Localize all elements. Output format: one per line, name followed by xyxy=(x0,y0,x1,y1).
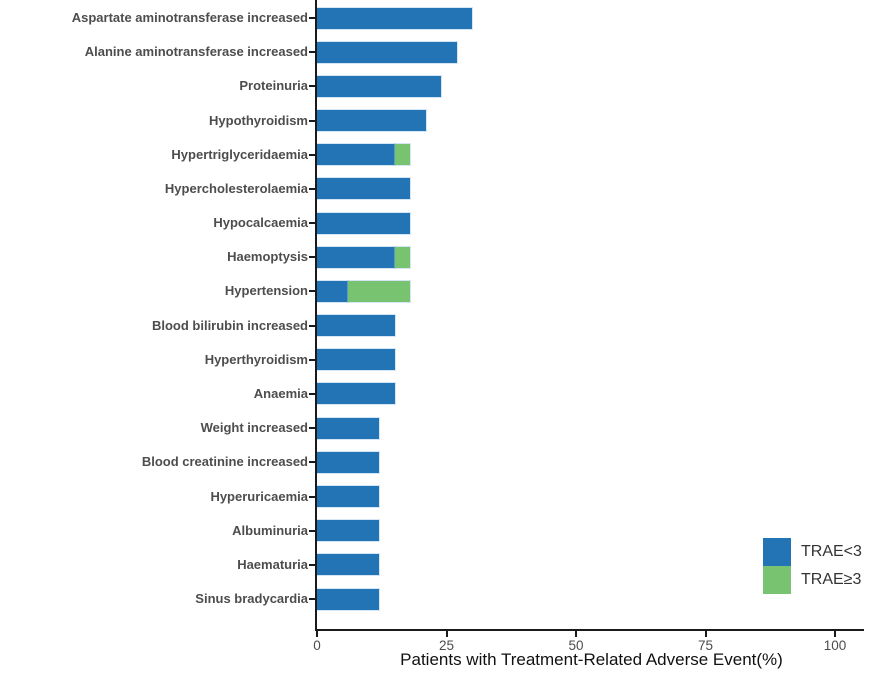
category-label: Weight increased xyxy=(200,420,308,436)
category-label: Alanine aminotransferase increased xyxy=(84,44,308,60)
bar-segment-trae-lt3 xyxy=(317,554,380,576)
category-label: Hyperuricaemia xyxy=(210,488,308,504)
category-label: Proteinuria xyxy=(239,78,308,94)
legend-swatch-trae-ge3 xyxy=(763,566,791,594)
y-axis-tick xyxy=(309,222,316,225)
y-axis-tick xyxy=(309,153,316,156)
y-axis-tick xyxy=(309,17,316,19)
x-axis-tick xyxy=(704,630,707,637)
y-axis-tick xyxy=(309,563,316,566)
x-axis-tick-label: 100 xyxy=(823,638,847,653)
x-axis-tick xyxy=(445,630,448,637)
y-axis-tick xyxy=(309,358,316,361)
y-axis-tick xyxy=(309,461,316,464)
bar-segment-trae-lt3 xyxy=(317,178,411,200)
y-axis-tick xyxy=(309,392,316,395)
bar-segment-trae-lt3 xyxy=(317,417,380,439)
category-label: Hypocalcaemia xyxy=(213,215,308,231)
y-axis-tick xyxy=(309,187,316,190)
bar-segment-trae-lt3 xyxy=(317,75,442,97)
y-axis-tick xyxy=(309,290,316,293)
category-label: Hypertension xyxy=(224,283,308,299)
x-axis-tick-label: 75 xyxy=(697,638,714,653)
y-axis-tick xyxy=(309,85,316,88)
y-axis-tick xyxy=(309,598,316,601)
category-label: Aspartate aminotransferase increased xyxy=(71,10,308,25)
y-axis-tick xyxy=(309,427,316,430)
bar-segment-trae-ge3 xyxy=(348,280,411,302)
bar-segment-trae-lt3 xyxy=(317,246,395,268)
bar-segment-trae-lt3 xyxy=(317,280,349,302)
bar-segment-trae-lt3 xyxy=(317,588,380,610)
bar-segment-trae-ge3 xyxy=(394,246,411,268)
bar-segment-trae-lt3 xyxy=(317,349,395,371)
x-axis-tick xyxy=(316,630,318,637)
y-axis-tick xyxy=(309,529,316,532)
bar-segment-trae-lt3 xyxy=(317,110,426,132)
category-label: Hypothyroidism xyxy=(209,112,308,128)
bar-segment-trae-lt3 xyxy=(317,7,473,29)
bar-segment-trae-lt3 xyxy=(317,486,380,508)
legend-label-trae-ge3: TRAE≥3 xyxy=(801,571,862,588)
bar-segment-trae-lt3 xyxy=(317,315,395,337)
y-axis-tick xyxy=(309,324,316,327)
x-axis-tick xyxy=(834,630,836,637)
bar-segment-trae-lt3 xyxy=(317,383,395,405)
category-label: Haematuria xyxy=(237,556,308,572)
y-axis-tick xyxy=(309,256,316,259)
y-axis-line xyxy=(315,0,317,631)
bar-segment-trae-lt3 xyxy=(317,212,411,234)
category-label: Hypertriglyceridaemia xyxy=(171,146,308,162)
category-label: Blood creatinine increased xyxy=(141,454,308,470)
category-label: Hyperthyroidism xyxy=(204,351,308,367)
bar-segment-trae-ge3 xyxy=(394,144,411,166)
legend-swatch-trae-lt3 xyxy=(763,538,791,566)
x-axis-tick xyxy=(575,630,577,637)
category-label: Blood bilirubin increased xyxy=(151,317,308,333)
x-axis-title: Patients with Treatment-Related Adverse … xyxy=(400,650,783,669)
category-label: Sinus bradycardia xyxy=(195,591,308,607)
x-axis-line xyxy=(315,629,864,631)
x-axis-tick-label: 0 xyxy=(313,638,321,653)
bar-segment-trae-lt3 xyxy=(317,520,380,542)
bar-segment-trae-lt3 xyxy=(317,41,457,63)
y-axis-tick xyxy=(309,495,316,498)
bar-segment-trae-lt3 xyxy=(317,144,395,166)
x-axis-tick-label: 25 xyxy=(438,638,455,653)
bar-segment-trae-lt3 xyxy=(317,451,380,473)
category-label: Albuminuria xyxy=(232,522,308,538)
y-axis-tick xyxy=(309,51,316,54)
y-axis-tick xyxy=(309,119,316,122)
legend-label-trae-lt3: TRAE<3 xyxy=(801,543,862,560)
category-label: Hypercholesterolaemia xyxy=(164,180,308,196)
category-label: Haemoptysis xyxy=(227,249,308,265)
x-axis-tick-label: 50 xyxy=(568,638,584,653)
category-label: Anaemia xyxy=(253,385,308,401)
